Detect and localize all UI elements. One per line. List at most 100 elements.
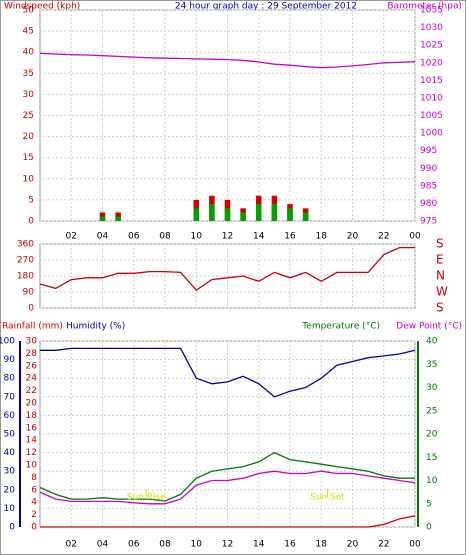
x-tick-label: 04 [97, 232, 109, 242]
y3-tick-label: 14 [26, 436, 38, 446]
y2-tick-label: 1005 [420, 111, 443, 121]
y-tick-label: 20 [23, 132, 35, 142]
y2-tick-label: 1000 [420, 129, 443, 139]
y3-tick-label: 4 [31, 498, 37, 508]
x-tick-label: 04 [97, 540, 109, 550]
y2-tick-label: 1020 [420, 58, 443, 68]
series-line [39, 52, 416, 69]
x-tick-label: 22 [378, 540, 389, 550]
x-tick-label: 06 [128, 232, 140, 242]
y2-tick-label: 10 [426, 476, 438, 486]
y2-tick-label: W [436, 285, 448, 299]
y2-axis-label: Barometer (hpa) [387, 2, 462, 12]
x-tick-label: 18 [316, 232, 328, 242]
bar [115, 216, 121, 221]
annotation: Sun Rise [127, 493, 166, 503]
y-tick-label: 40 [4, 448, 16, 458]
legend-label: Dew Point (°C) [396, 322, 462, 332]
y2-tick-label: 40 [426, 337, 438, 347]
annotation: Sun Set [310, 493, 345, 503]
x-tick-label: 16 [284, 232, 296, 242]
y2-tick-label: S [436, 301, 444, 315]
y2-tick-label: 1025 [420, 41, 443, 51]
bar [240, 212, 246, 221]
y3-tick-label: 6 [31, 485, 37, 495]
y-tick-label: 0 [28, 217, 34, 227]
x-tick-label: 16 [284, 540, 296, 550]
x-tick-label: 14 [253, 232, 265, 242]
y2-tick-label: 5 [426, 499, 432, 509]
y2-tick-label: E [436, 253, 444, 267]
y3-tick-label: 22 [26, 386, 37, 396]
y3-tick-label: 10 [26, 461, 38, 471]
x-tick-label: 00 [409, 232, 421, 242]
chart-title: 24 hour graph day : 29 September 2012 [175, 2, 357, 12]
y-tick-label: 30 [23, 90, 35, 100]
y3-tick-label: 20 [26, 399, 38, 409]
y3-tick-label: 18 [26, 411, 38, 421]
x-tick-label: 22 [378, 232, 389, 242]
y2-tick-label: 975 [420, 217, 437, 227]
y2-tick-label: 1010 [420, 93, 443, 103]
y-tick-label: 90 [23, 288, 35, 298]
y-tick-label: 50 [4, 430, 16, 440]
y2-tick-label: 0 [426, 523, 432, 533]
y2-tick-label: 25 [426, 406, 437, 416]
y3-tick-label: 28 [26, 349, 38, 359]
y-tick-label: 270 [17, 256, 34, 266]
legend-label: Temperature (°C) [301, 322, 380, 332]
y-tick-label: 5 [28, 195, 34, 205]
series-line [39, 451, 415, 502]
y-tick-label: 60 [4, 411, 16, 421]
y-tick-label: 35 [23, 69, 34, 79]
y-tick-label: 20 [4, 485, 16, 495]
x-tick-label: 18 [316, 540, 328, 550]
bar [224, 208, 231, 221]
x-tick-label: 02 [66, 540, 77, 550]
y-tick-label: 0 [9, 523, 15, 533]
y2-tick-label: 1015 [420, 76, 443, 86]
y-tick-label: 15 [23, 153, 34, 163]
y-tick-label: 50 [23, 6, 35, 16]
x-tick-label: 12 [222, 540, 233, 550]
y3-tick-label: 2 [31, 510, 37, 520]
x-tick-label: 20 [347, 232, 359, 242]
bar [256, 204, 262, 221]
y2-tick-label: 995 [420, 146, 437, 156]
y3-tick-label: 8 [31, 473, 37, 483]
y-tick-label: 70 [4, 392, 16, 402]
y2-tick-label: 30 [426, 383, 438, 393]
bar [271, 204, 278, 221]
x-tick-label: 08 [159, 232, 171, 242]
bar [193, 208, 199, 221]
y-tick-label: 100 [0, 337, 15, 347]
y2-tick-label: 20 [426, 430, 438, 440]
bar [287, 208, 293, 221]
y2-tick-label: S [436, 237, 444, 251]
y-tick-label: 90 [4, 355, 16, 365]
series-line [39, 470, 416, 505]
bar [302, 212, 309, 221]
y-tick-label: 180 [17, 272, 34, 282]
legend-label: Humidity (%) [66, 322, 125, 332]
y-axis-label: Windspeed (kph) [4, 2, 80, 12]
y3-tick-label: 26 [26, 361, 38, 371]
y2-tick-label: 980 [420, 199, 437, 209]
y2-tick-label: 985 [420, 181, 437, 191]
series-line [39, 246, 415, 292]
y-tick-label: 40 [23, 48, 35, 58]
x-tick-label: 12 [222, 232, 233, 242]
bar [99, 216, 106, 221]
y-tick-label: 25 [23, 111, 34, 121]
y-tick-label: 80 [4, 374, 16, 384]
x-tick-label: 08 [159, 540, 171, 550]
series-line [40, 515, 416, 528]
y-tick-label: 45 [23, 27, 34, 37]
legend-label: Rainfall (mm) [2, 322, 63, 332]
y2-tick-label: 1030 [420, 23, 443, 33]
y3-tick-label: 12 [26, 448, 37, 458]
x-tick-label: 20 [347, 540, 359, 550]
y3-tick-label: 0 [31, 523, 37, 533]
